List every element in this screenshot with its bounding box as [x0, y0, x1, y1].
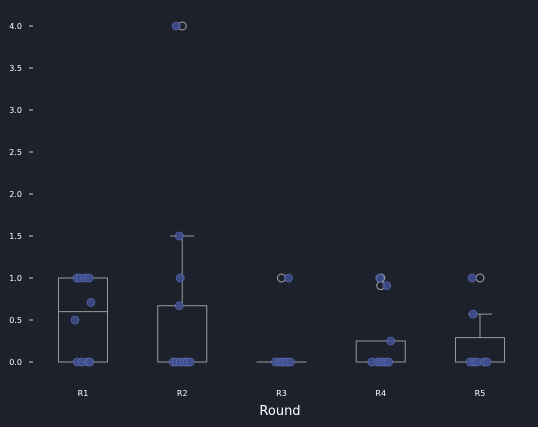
- y-axis: 0.0 0.5 1.0 1.5 2.0 2.5 3.0 3.5 4.0: [9, 22, 33, 367]
- y-tick-label: 2.0: [9, 190, 22, 199]
- y-tick-label: 3.5: [9, 64, 22, 73]
- points-R5: [465, 273, 492, 367]
- x-tick-label: R3: [276, 389, 287, 398]
- data-point: [467, 273, 477, 283]
- y-tick-label: 1.5: [9, 232, 22, 241]
- data-point: [382, 281, 392, 290]
- data-point: [171, 21, 181, 31]
- outlier-marker: [475, 273, 485, 283]
- points-group: [70, 21, 492, 367]
- x-tick-label: R2: [177, 389, 188, 398]
- box-group: [58, 21, 505, 363]
- data-point: [84, 273, 94, 283]
- data-point: [375, 273, 385, 283]
- data-point: [185, 357, 195, 367]
- y-tick-label: 4.0: [9, 22, 22, 31]
- points-R2: [168, 21, 195, 367]
- x-tick-label: R4: [375, 389, 386, 398]
- data-point: [284, 273, 293, 283]
- data-point: [86, 298, 96, 307]
- x-axis-title: Round: [259, 404, 300, 419]
- box-R5: [455, 273, 505, 363]
- box-body: [157, 305, 208, 363]
- data-point: [70, 315, 80, 325]
- y-tick-label: 3.0: [9, 106, 22, 115]
- box-R1: [58, 277, 108, 363]
- points-R3: [271, 273, 295, 367]
- data-point: [286, 357, 295, 367]
- points-R1: [70, 273, 96, 367]
- box-R4: [355, 273, 406, 363]
- x-axis: R1 R2 R3 R4 R5: [78, 389, 486, 398]
- y-tick-label: 0.5: [9, 316, 22, 325]
- y-tick-label: 1.0: [9, 274, 22, 283]
- box-body: [58, 277, 108, 363]
- data-point: [384, 357, 394, 367]
- data-point: [174, 301, 184, 311]
- x-tick-label: R1: [78, 389, 89, 398]
- data-point: [468, 309, 478, 319]
- y-tick-label: 0.0: [9, 358, 22, 367]
- data-point: [482, 357, 492, 367]
- data-point: [175, 273, 185, 283]
- y-tick-label: 2.5: [9, 148, 22, 157]
- points-R4: [367, 273, 396, 367]
- data-point: [85, 357, 95, 367]
- box-body: [455, 337, 505, 363]
- box-R2: [157, 21, 208, 363]
- data-point: [174, 231, 184, 241]
- box-R3: [256, 273, 307, 363]
- data-point: [386, 336, 396, 346]
- x-tick-label: R5: [475, 389, 486, 398]
